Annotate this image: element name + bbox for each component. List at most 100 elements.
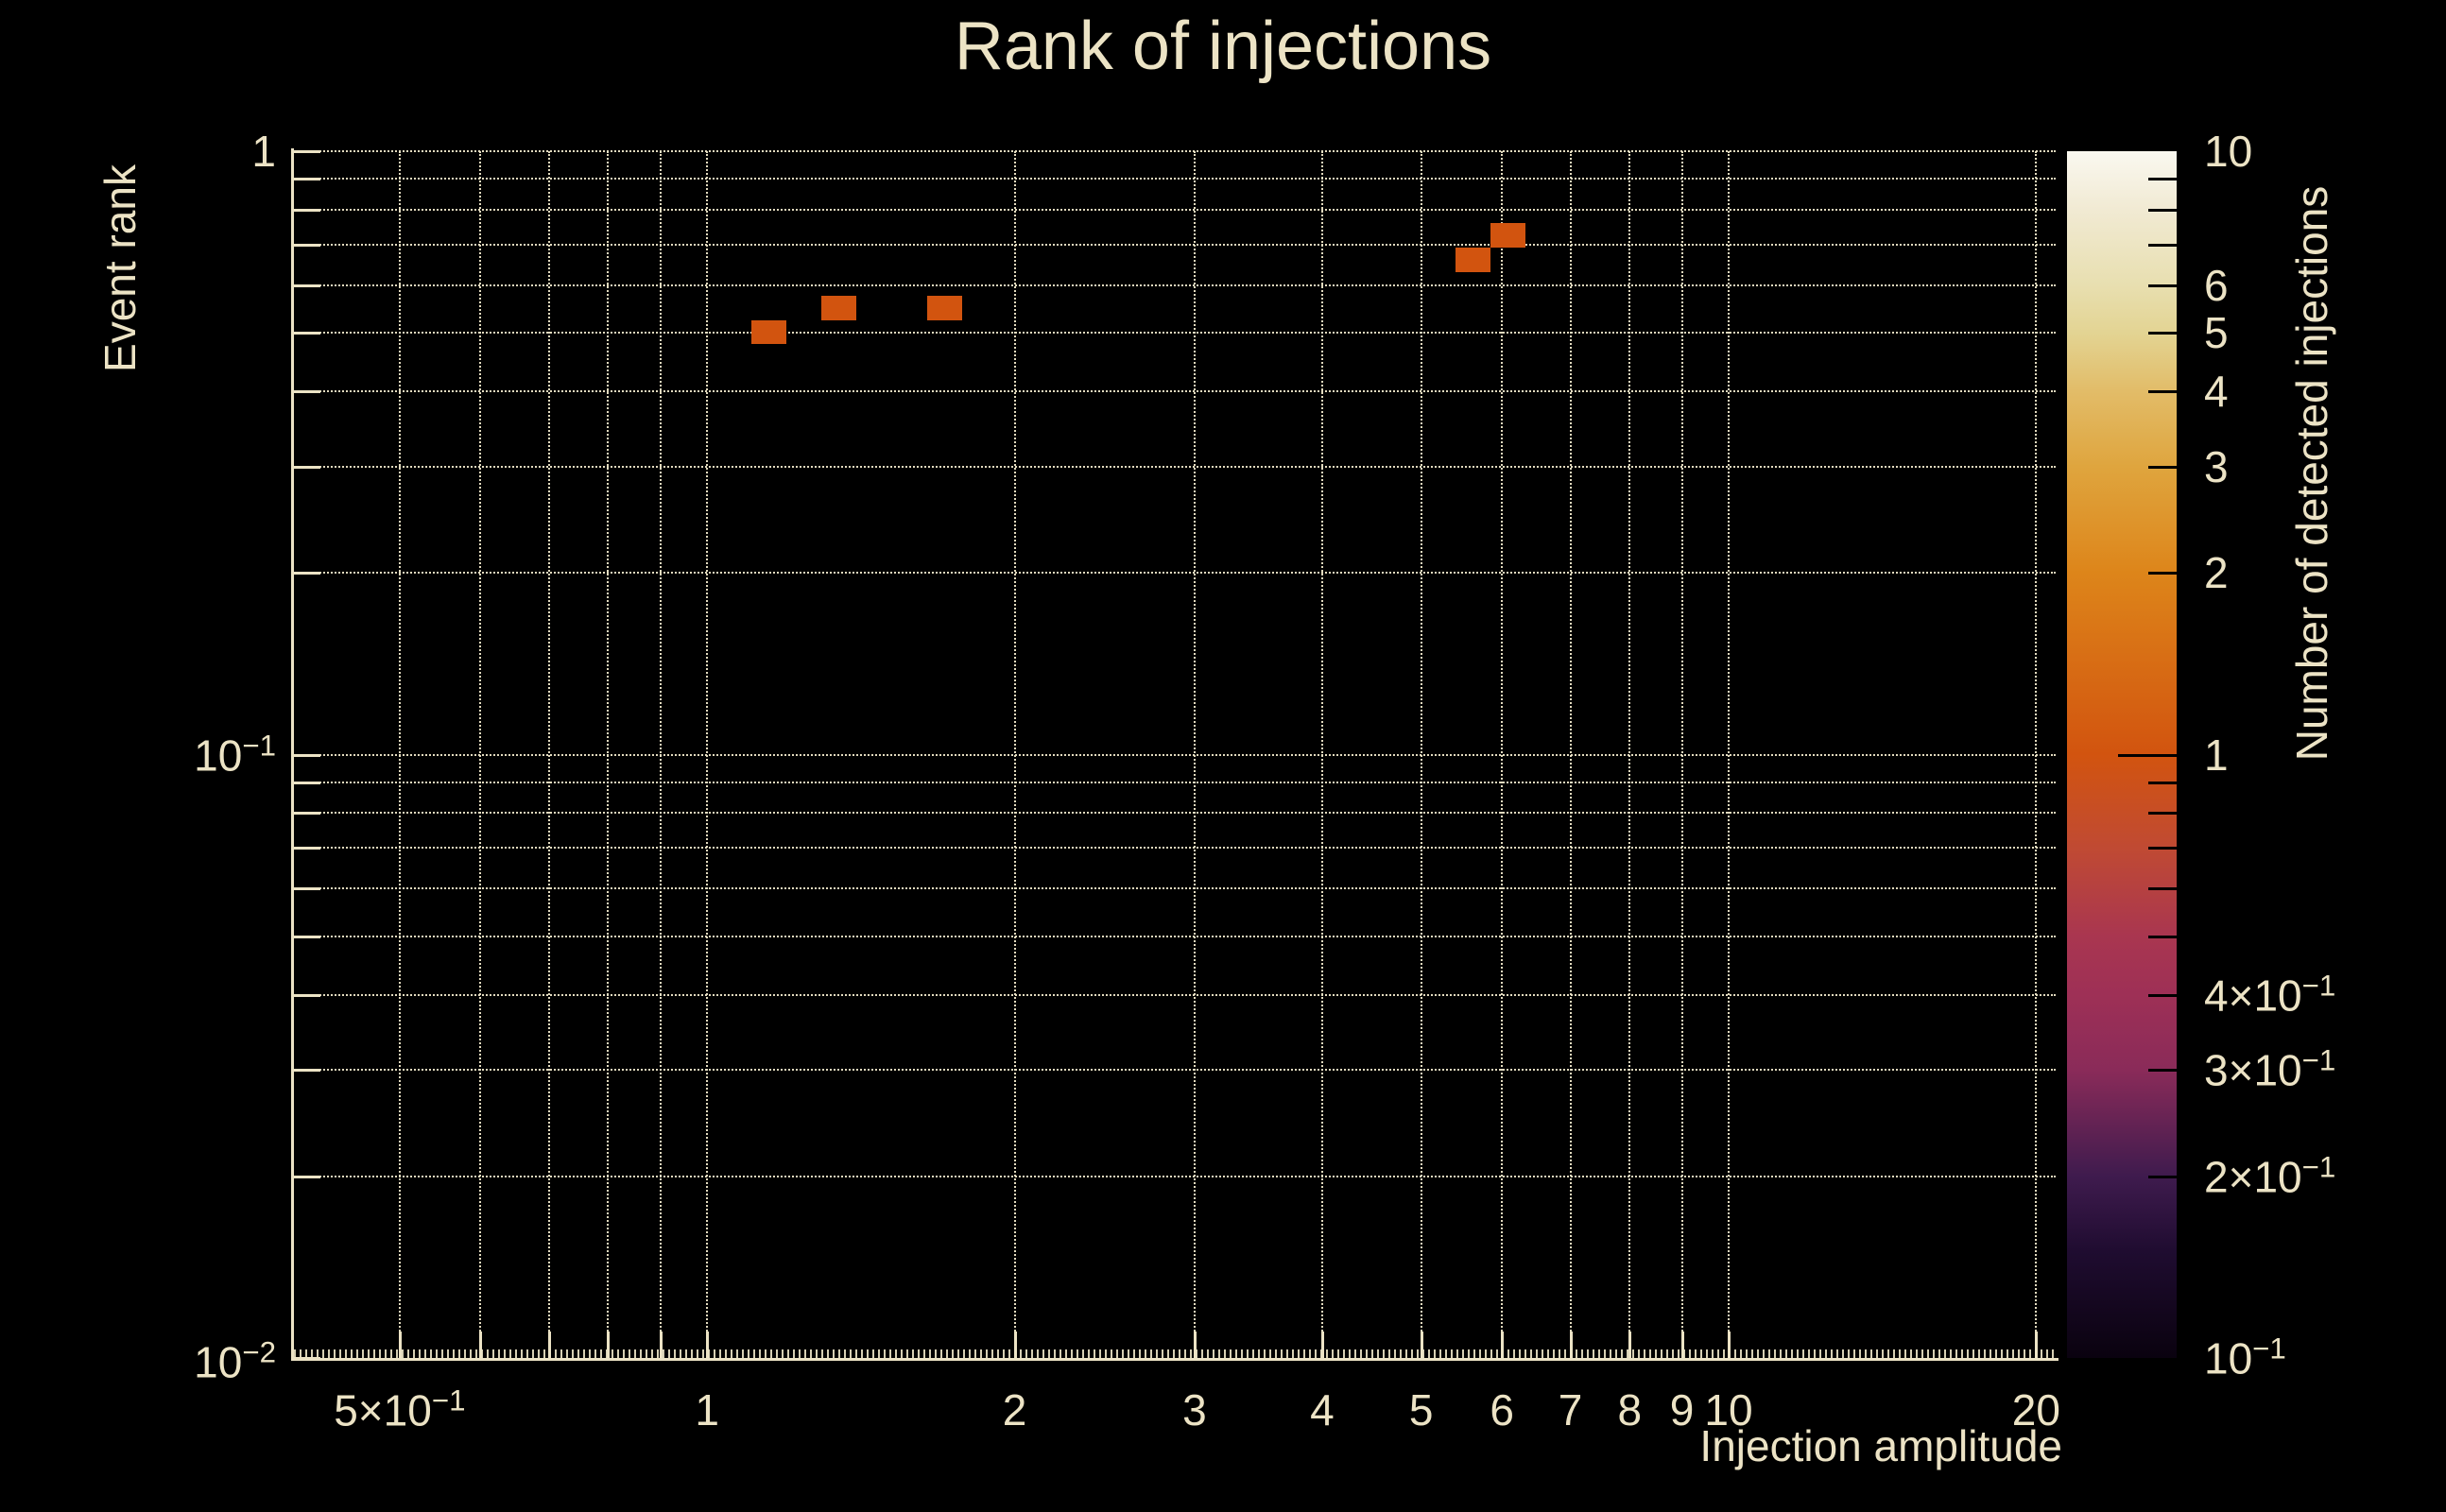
chart-title: Rank of injections [954, 9, 1492, 84]
colorbar-tick-label: 3 [2204, 441, 2229, 491]
y-gridline [294, 390, 2056, 393]
x-tick-label: 5×10−1 [334, 1383, 466, 1435]
x-tick [479, 1332, 483, 1358]
y-gridline [294, 1069, 2056, 1072]
heatmap-bin [1455, 248, 1490, 272]
y-tick [294, 753, 320, 757]
x-tick-label: 1 [695, 1385, 719, 1435]
colorbar-tick [2148, 1175, 2177, 1178]
y-axis-title: Event rank [95, 164, 145, 372]
x-tick [1501, 1332, 1505, 1358]
colorbar-tick [2148, 812, 2177, 816]
x-tick [398, 1332, 402, 1358]
colorbar-tick [2148, 993, 2177, 997]
x-tick [2035, 1332, 2039, 1358]
x-axis-fine-ticks [294, 1349, 2056, 1358]
colorbar-tick [2148, 332, 2177, 335]
y-gridline [294, 178, 2056, 180]
x-tick-label: 9 [1669, 1385, 1695, 1435]
x-tick-label: 2 [1002, 1385, 1027, 1435]
y-tick [294, 208, 320, 212]
y-gridline [294, 332, 2056, 335]
x-tick-label: 5 [1408, 1385, 1434, 1435]
x-axis-line [291, 1358, 2058, 1361]
y-tick-label: 10−2 [194, 1335, 276, 1387]
y-gridline [294, 243, 2056, 246]
y-tick [294, 935, 320, 938]
x-tick [706, 1332, 710, 1358]
y-gridline [294, 150, 2056, 152]
y-tick [294, 1069, 320, 1073]
colorbar-tick-label: 5 [2204, 308, 2229, 358]
colorbar-tick-label: 6 [2204, 260, 2229, 310]
y-tick [294, 781, 320, 784]
colorbar-title: Number of detected injections [2287, 185, 2336, 762]
y-tick [294, 887, 320, 891]
y-gridline [294, 572, 2056, 575]
colorbar-tick [2148, 572, 2177, 576]
colorbar-tick-label: 4 [2204, 367, 2229, 417]
colorbar-tick [2148, 284, 2177, 287]
x-tick [1727, 1332, 1731, 1358]
heatmap-bin [1490, 223, 1525, 249]
y-gridline [294, 284, 2056, 286]
y-tick [294, 390, 320, 394]
y-axis-line [291, 148, 294, 1361]
y-gridline [294, 465, 2056, 468]
colorbar-tick-label: 2 [2204, 548, 2229, 598]
y-tick [294, 178, 320, 181]
colorbar-tick-label: 10 [2204, 127, 2253, 176]
y-gridline [294, 781, 2056, 783]
y-tick [294, 572, 320, 576]
x-axis-title: Injection amplitude [1699, 1421, 2062, 1470]
y-gridline [294, 847, 2056, 850]
x-tick [1628, 1332, 1632, 1358]
y-tick [294, 243, 320, 247]
y-gridline [294, 208, 2056, 211]
colorbar-tick [2148, 847, 2177, 850]
x-tick [1320, 1332, 1324, 1358]
y-tick [294, 332, 320, 335]
y-tick [294, 284, 320, 287]
colorbar-tick [2148, 208, 2177, 212]
colorbar-tick [2148, 243, 2177, 247]
colorbar-tick-label: 4×10−1 [2204, 968, 2336, 1021]
x-tick-label: 7 [1558, 1385, 1583, 1435]
x-tick [1569, 1332, 1573, 1358]
colorbar-tick [2148, 465, 2177, 469]
colorbar-tick [2148, 178, 2177, 181]
y-gridline [294, 812, 2056, 815]
x-tick [607, 1332, 611, 1358]
colorbar-tick [2148, 390, 2177, 394]
y-gridline [294, 887, 2056, 890]
x-tick-label: 10 [1704, 1385, 1753, 1435]
x-tick-label: 6 [1490, 1385, 1514, 1435]
colorbar-tick-label: 2×10−1 [2204, 1150, 2336, 1202]
y-tick [294, 847, 320, 850]
x-tick-label: 3 [1182, 1385, 1207, 1435]
x-tick-label: 20 [2011, 1385, 2060, 1435]
colorbar-tick-label: 10−1 [2204, 1332, 2286, 1383]
colorbar-tick-label: 1 [2204, 730, 2229, 780]
y-gridline [294, 753, 2056, 756]
y-tick [294, 812, 320, 816]
y-tick [294, 993, 320, 997]
x-tick [547, 1332, 551, 1358]
y-gridline [294, 935, 2056, 937]
colorbar-tick [2148, 781, 2177, 784]
y-tick-label: 1 [251, 127, 276, 176]
x-tick [1680, 1332, 1684, 1358]
heatmap-bin [821, 296, 857, 320]
x-tick [1013, 1332, 1017, 1358]
colorbar-tick [2148, 887, 2177, 891]
heatmap-bin [926, 296, 963, 320]
x-tick-label: 4 [1310, 1385, 1335, 1435]
x-tick [1420, 1332, 1423, 1358]
colorbar-tick-label: 3×10−1 [2204, 1043, 2336, 1096]
y-tick-label: 10−1 [194, 728, 276, 781]
y-gridline [294, 993, 2056, 996]
y-tick [294, 465, 320, 469]
y-tick [294, 150, 320, 153]
y-tick [294, 1175, 320, 1178]
